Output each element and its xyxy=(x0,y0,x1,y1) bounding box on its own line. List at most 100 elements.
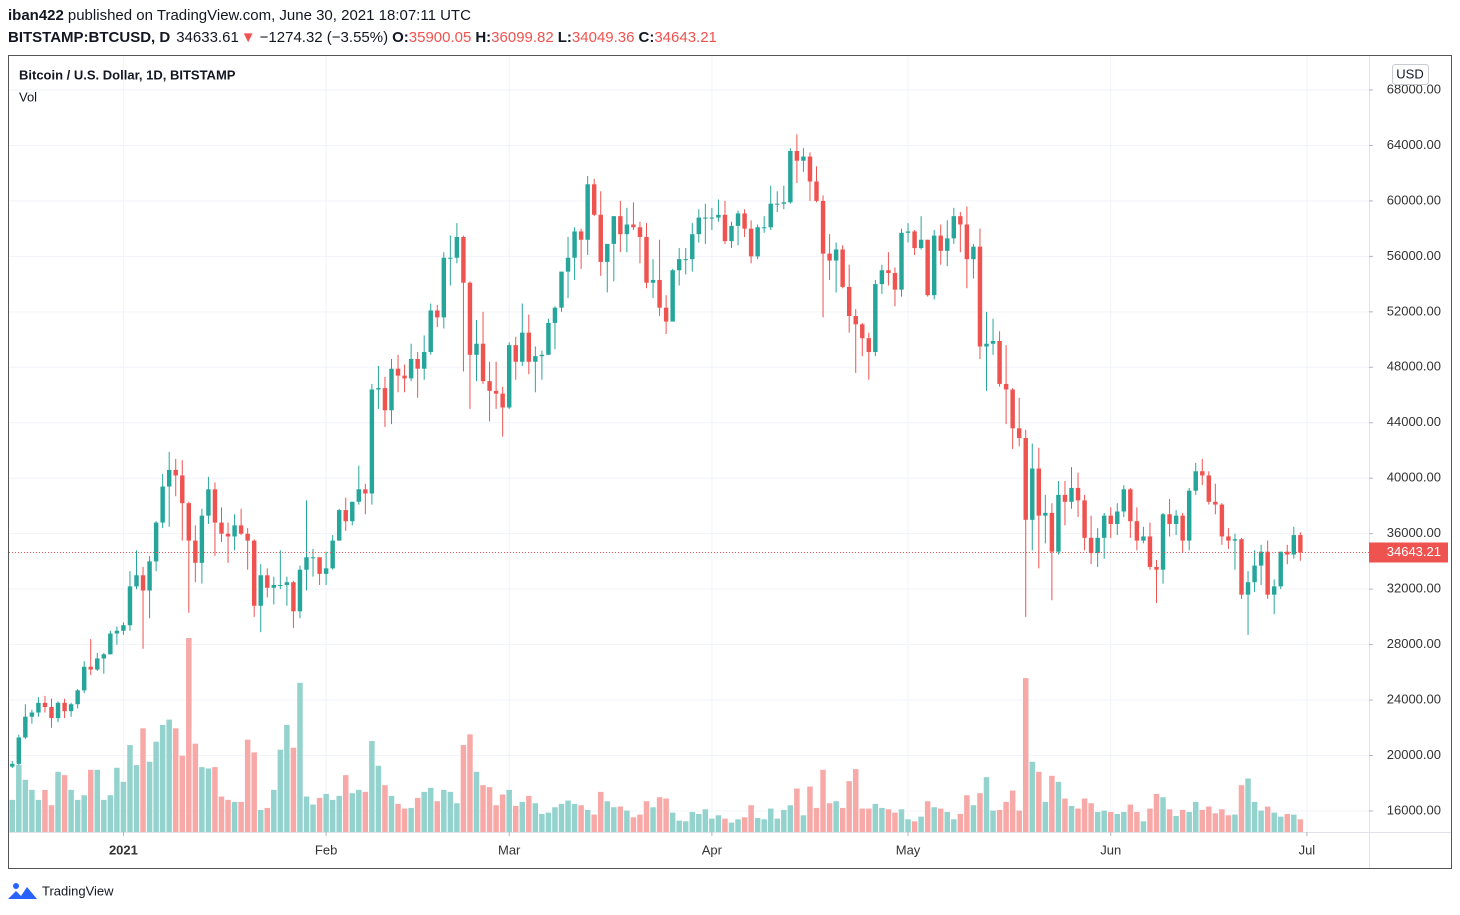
candle-body xyxy=(232,525,237,537)
candle-body xyxy=(29,712,35,717)
volume-bar xyxy=(114,767,120,832)
volume-bar xyxy=(1101,810,1107,832)
l-label: L: xyxy=(558,29,572,46)
candle-body xyxy=(265,575,270,588)
volume-bar xyxy=(597,791,604,832)
candle-body xyxy=(1173,515,1179,524)
candle-body xyxy=(225,533,231,537)
candle-body xyxy=(376,388,381,390)
volume-bar xyxy=(558,803,565,832)
candle-body xyxy=(565,257,571,272)
volume-bar xyxy=(1140,821,1147,832)
candle-body xyxy=(278,584,283,586)
y-tick-label: 64000.00 xyxy=(1387,137,1441,152)
volume-bar xyxy=(369,741,375,832)
candle-body xyxy=(526,332,532,362)
candle-body xyxy=(435,310,440,318)
volume-bar xyxy=(526,795,532,832)
candle-body xyxy=(722,214,728,242)
candle-body xyxy=(428,310,433,353)
candle-body xyxy=(866,338,872,353)
y-tick-label: 68000.00 xyxy=(1387,81,1441,96)
volume-bar xyxy=(1042,801,1049,832)
volume-bar xyxy=(244,739,251,832)
volume-bar xyxy=(604,801,611,832)
candle-body xyxy=(1003,383,1009,390)
volume-bar xyxy=(689,811,696,832)
volume-bar xyxy=(1206,806,1212,832)
candle-body xyxy=(36,702,41,713)
candle-body xyxy=(1141,536,1146,541)
y-tick-label: 60000.00 xyxy=(1387,192,1441,207)
volume-bar xyxy=(1036,771,1042,832)
currency-box[interactable] xyxy=(1392,64,1429,85)
volume-bar xyxy=(146,761,153,832)
volume-bar xyxy=(1166,809,1173,832)
candle-body xyxy=(251,540,257,606)
volume-bar xyxy=(905,819,911,832)
volume-bar xyxy=(696,813,702,832)
candle-body xyxy=(1206,475,1212,502)
candle-body xyxy=(997,340,1002,384)
candle-body xyxy=(166,469,172,487)
x-tick-label: 2021 xyxy=(109,842,138,857)
volume-bar xyxy=(408,807,414,832)
candle-body xyxy=(212,489,218,523)
volume-bar xyxy=(48,805,55,832)
candle-body xyxy=(448,257,453,259)
currency[interactable]: USD xyxy=(1396,66,1423,81)
volume-bar xyxy=(192,743,199,832)
candle-body xyxy=(918,239,924,249)
candle-body xyxy=(343,510,348,522)
candle-body xyxy=(140,575,146,591)
candle-body xyxy=(585,184,590,240)
symbol: BITSTAMP:BTCUSD, D xyxy=(8,29,170,46)
volume-bar xyxy=(532,803,539,832)
volume-bar xyxy=(951,819,957,832)
x-tick-label: Jun xyxy=(1100,842,1121,857)
volume-bar xyxy=(1029,761,1036,832)
candle-body xyxy=(258,575,263,606)
candle-body xyxy=(16,737,22,764)
volume-bar xyxy=(1062,798,1068,832)
volume-bar xyxy=(186,638,192,832)
candle-body xyxy=(153,522,159,562)
volume-bar xyxy=(983,777,990,832)
candle-body xyxy=(683,259,688,261)
volume-bar xyxy=(120,781,127,832)
candle-body xyxy=(1128,489,1133,522)
arrow: ▼ xyxy=(241,29,256,46)
candle-body xyxy=(1167,514,1172,524)
candle-body xyxy=(193,540,198,563)
volume-bar xyxy=(297,682,303,832)
candle-body xyxy=(330,540,335,569)
volume-bar xyxy=(794,788,800,832)
volume-bar xyxy=(800,815,807,832)
volume-bar xyxy=(879,807,885,832)
candle-body xyxy=(761,227,767,229)
volume-bar xyxy=(140,728,146,832)
candle-body xyxy=(1298,535,1303,553)
candle-body xyxy=(546,322,551,355)
o-label: O: xyxy=(392,29,409,46)
volume-bar xyxy=(552,807,558,832)
candle-body xyxy=(611,216,617,244)
volume-bar xyxy=(676,820,682,832)
candle-body xyxy=(336,510,342,541)
candle-body xyxy=(1108,515,1113,524)
candle-body xyxy=(1154,566,1159,570)
candle-body xyxy=(644,236,649,283)
volume-bar xyxy=(624,810,630,832)
y-tick-label: 24000.00 xyxy=(1387,691,1441,706)
volume-bar xyxy=(1153,793,1160,832)
candle-body xyxy=(663,307,669,322)
candle-body xyxy=(958,216,963,225)
volume-bar xyxy=(1179,809,1186,832)
volume-bar xyxy=(1081,798,1088,832)
candle-body xyxy=(395,368,401,376)
candle-body xyxy=(1036,468,1042,516)
candle-body xyxy=(238,525,244,534)
volume-bar xyxy=(1049,775,1055,832)
volume-bar xyxy=(722,818,728,832)
